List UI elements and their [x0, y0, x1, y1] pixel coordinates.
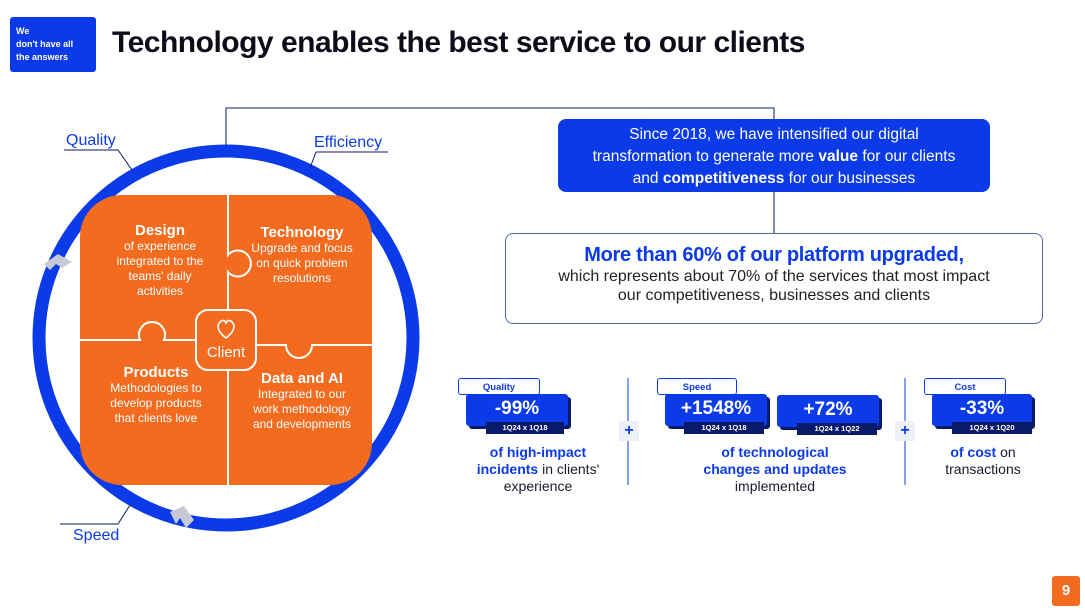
- kpi-cost-description: of cost on transactions: [920, 444, 1046, 478]
- kpi-speed-desc-bold-1: of technological: [721, 444, 829, 460]
- puzzle-seams: [80, 195, 372, 485]
- kpi-cost-desc-rest: on: [1000, 444, 1016, 460]
- technology-text-2: on quick problem: [256, 256, 348, 270]
- page-title: Technology enables the best service to o…: [112, 26, 805, 59]
- label-quality: Quality: [66, 132, 116, 149]
- badge-line-1: We: [16, 26, 30, 36]
- piece-technology: Technology Upgrade and focus on quick pr…: [240, 224, 364, 286]
- intro-line-2-pre: transformation to generate more: [592, 148, 815, 165]
- data-ai-heading: Data and AI: [261, 370, 343, 387]
- kpi-speed-value-2: +72%: [777, 395, 879, 427]
- efficiency-leader: [309, 151, 388, 169]
- data-ai-text-2: work methodology: [253, 402, 351, 416]
- brand-badge: We don't have all the answers: [10, 17, 96, 72]
- intro-line-3: and competitiveness for our businesses: [558, 168, 990, 190]
- cycle-ring: [32, 144, 420, 532]
- products-text-3: that clients love: [114, 411, 198, 425]
- intro-line-2: transformation to generate more value fo…: [558, 146, 990, 168]
- products-text-2: develop products: [110, 396, 202, 410]
- kpi-speed-value-1: +1548%: [665, 394, 767, 426]
- upgrade-box: More than 60% of our platform upgraded, …: [505, 233, 1043, 324]
- kpi-cost-value: -33%: [932, 394, 1032, 426]
- client-label: Client: [206, 344, 246, 361]
- upgrade-text-2: our competitiveness, businesses and clie…: [617, 287, 931, 304]
- piece-design: Design of experience integrated to the t…: [100, 222, 220, 299]
- badge-line-3: the answers: [16, 52, 69, 62]
- badge-line-2: don't have all: [16, 39, 74, 49]
- intro-line-2-post: for our clients: [862, 148, 956, 165]
- design-text-3: teams' daily: [128, 269, 192, 283]
- kpi-quality-desc-line-3: experience: [503, 478, 573, 494]
- piece-products: Products Methodologies to develop produc…: [96, 364, 216, 426]
- kpi-quality-tag: Quality: [458, 378, 540, 395]
- kpi-speed-period-2: 1Q24 x 1Q22: [797, 423, 877, 435]
- label-speed: Speed: [73, 527, 120, 544]
- kpi-speed-period-1: 1Q24 x 1Q18: [684, 422, 764, 434]
- technology-text-3: resolutions: [272, 271, 332, 285]
- kpi-cost-desc-bold: of cost: [950, 444, 997, 460]
- design-heading: Design: [134, 222, 185, 239]
- connector-line: [225, 107, 775, 148]
- intro-value-bold: value: [818, 148, 858, 165]
- kpi-cost-period: 1Q24 x 1Q20: [952, 422, 1032, 434]
- design-text-2: integrated to the: [116, 254, 204, 268]
- intro-box: Since 2018, we have intensified our digi…: [558, 119, 990, 192]
- kpi-cost-desc-line-2: transactions: [945, 461, 1021, 477]
- plus-sign-1: +: [619, 421, 639, 441]
- speed-leader: [60, 504, 131, 525]
- plus-sign-2: +: [895, 421, 915, 441]
- technology-heading: Technology: [260, 224, 344, 241]
- kpi-quality-value: -99%: [466, 394, 568, 426]
- upgrade-heading: More than 60% of our platform upgraded,: [584, 244, 964, 266]
- design-text-4: activities: [136, 284, 183, 298]
- kpi-quality-description: of high-impact incidents in clients' exp…: [460, 444, 616, 495]
- upgrade-text-1: which represents about 70% of the servic…: [558, 268, 990, 285]
- piece-data-ai: Data and AI Integrated to our work metho…: [240, 370, 364, 432]
- intro-line-1: Since 2018, we have intensified our digi…: [629, 126, 919, 143]
- cycle-arrow-icon: [44, 254, 72, 270]
- intro-line-3-post: for our businesses: [788, 170, 916, 187]
- cycle-arrow-icon-2: [170, 506, 194, 528]
- kpi-speed-desc-bold-2: changes and updates: [703, 461, 847, 477]
- products-text-1: Methodologies to: [110, 381, 202, 395]
- kpi-speed-description: of technological changes and updates imp…: [680, 444, 870, 495]
- kpi-quality-desc-rest: in clients': [542, 461, 600, 477]
- kpi-quality-period: 1Q24 x 1Q18: [486, 422, 564, 434]
- kpi-speed-desc-line-3: implemented: [734, 478, 816, 494]
- client-center-badge: [195, 309, 257, 371]
- design-text-1: of experience: [123, 239, 197, 253]
- products-heading: Products: [123, 364, 189, 381]
- data-ai-text-3: and developments: [252, 417, 352, 431]
- label-efficiency: Efficiency: [314, 134, 383, 151]
- intro-line-3-pre: and: [632, 170, 659, 187]
- quality-leader: [64, 149, 133, 171]
- kpi-speed-tag: Speed: [657, 378, 737, 395]
- technology-text-1: Upgrade and focus: [251, 241, 353, 255]
- page-number: 9: [1052, 576, 1080, 606]
- kpi-quality-desc-bold-1: of high-impact: [489, 444, 587, 460]
- heart-icon: [217, 319, 235, 340]
- intro-competitiveness-bold: competitiveness: [662, 170, 785, 187]
- data-ai-text-1: Integrated to our: [257, 387, 347, 401]
- kpi-cost-tag: Cost: [924, 378, 1006, 395]
- kpi-quality-desc-bold-2: incidents: [476, 461, 539, 477]
